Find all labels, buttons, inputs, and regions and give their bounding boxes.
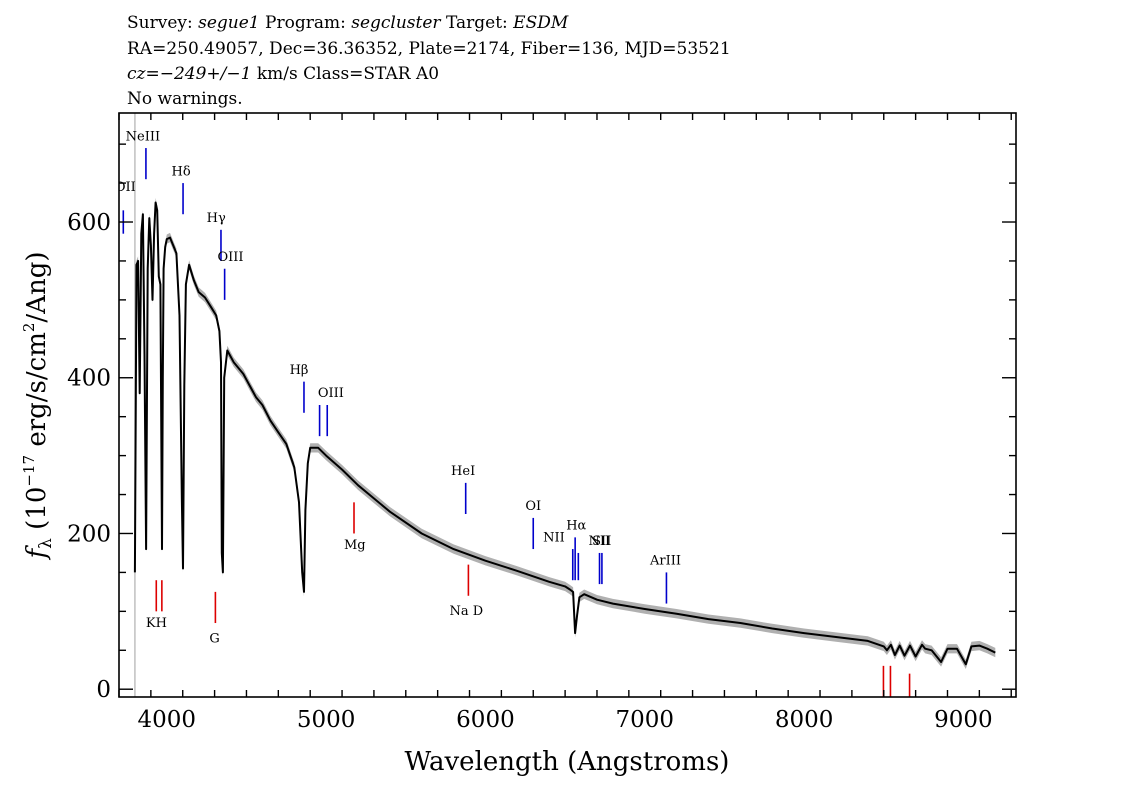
axis-tick-labels: 4000 5000 6000 7000 8000 9000 0 200 400 600	[67, 210, 993, 733]
header-line-1: Survey: segue1 Program: segcluster Targe…	[127, 12, 568, 34]
target-label: Target:	[440, 13, 514, 33]
y-axis-title: fλ (10−17 erg/s/cm2/Ang)	[20, 252, 56, 561]
line-label-h-: Hα	[566, 519, 586, 534]
line-label-neiii: NeIII	[126, 129, 160, 144]
header-line-2: RA=250.49057, Dec=36.36352, Plate=2174, …	[127, 39, 731, 59]
line-label-h-: Hδ	[172, 164, 191, 179]
error-band	[134, 197, 996, 669]
x-tick-label: 5000	[297, 707, 356, 733]
x-tick-label: 6000	[456, 707, 515, 733]
x-tick-label: 7000	[615, 707, 674, 733]
line-label-oii: OII	[115, 180, 136, 195]
x-tick-label: 8000	[775, 707, 834, 733]
spectrum-line	[133, 201, 996, 666]
survey-value: segue1	[198, 13, 260, 33]
header-line-4: No warnings.	[127, 89, 243, 109]
line-label-oi: OI	[525, 499, 541, 514]
plot-frame	[118, 112, 1017, 698]
line-label-mg: Mg	[344, 538, 366, 553]
line-label-ariii: ArIII	[649, 554, 681, 569]
line-label-h-: Hβ	[290, 363, 309, 378]
x-axis-title: Wavelength (Angstroms)	[405, 747, 730, 777]
y-title-unit-a: (10	[22, 487, 52, 539]
line-label-oiii: OIII	[318, 386, 344, 401]
x-tick-label: 9000	[934, 707, 993, 733]
x-tick-label: 4000	[138, 707, 197, 733]
y-tick-label: 600	[67, 210, 111, 236]
program-label: Program:	[259, 13, 352, 33]
redshift-value: cz=−249+/−1	[127, 64, 252, 84]
header-line-3: cz=−249+/−1 km/s Class=STAR A0	[127, 63, 439, 85]
line-label-kh: KH	[146, 616, 167, 631]
line-label-g: G	[209, 631, 219, 646]
line-label-na-d: Na D	[449, 604, 483, 619]
y-title-exp2: 2	[20, 323, 38, 333]
line-label-sii: SII	[592, 534, 611, 549]
program-value: segcluster	[351, 13, 441, 33]
y-title-sub: λ	[36, 538, 56, 549]
y-title-unit-c: /Ang)	[22, 252, 52, 323]
survey-label: Survey:	[127, 13, 199, 33]
line-label-nii: NII	[589, 534, 611, 549]
line-label-hei: HeI	[451, 464, 475, 479]
class-info: km/s Class=STAR A0	[251, 64, 440, 84]
axis-ticks	[118, 113, 1016, 697]
plot-area: OIINeIIIHδHγOIIIHβOIIIHeIOINIIHαNIISIIAr…	[115, 113, 996, 697]
y-tick-label: 0	[96, 677, 111, 703]
target-value: ESDM	[513, 13, 569, 33]
y-title-unit-b: erg/s/cm	[22, 332, 52, 455]
line-label-oiii: OIII	[217, 250, 243, 265]
y-title-exp1: −17	[20, 455, 38, 487]
y-tick-label: 200	[67, 521, 111, 547]
line-label-nii: NII	[543, 530, 565, 545]
line-label-h-: Hγ	[207, 211, 226, 226]
y-tick-label: 400	[67, 366, 111, 392]
